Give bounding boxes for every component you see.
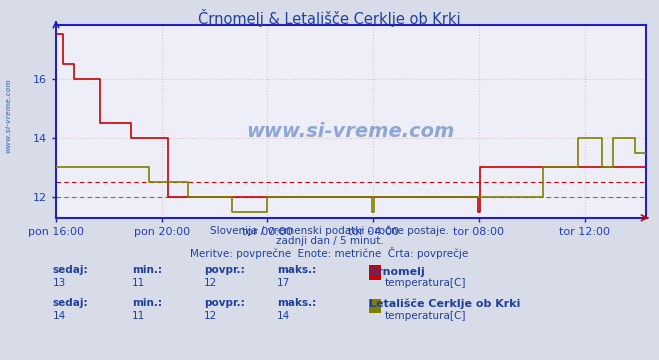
Text: temperatura[C]: temperatura[C] (385, 278, 467, 288)
Text: www.si-vreme.com: www.si-vreme.com (5, 78, 11, 153)
Text: zadnji dan / 5 minut.: zadnji dan / 5 minut. (275, 236, 384, 246)
Text: sedaj:: sedaj: (53, 298, 88, 308)
Text: sedaj:: sedaj: (53, 265, 88, 275)
Text: Črnomelj: Črnomelj (369, 265, 425, 276)
Text: 17: 17 (277, 278, 290, 288)
Text: Letališče Cerklje ob Krki: Letališče Cerklje ob Krki (369, 298, 521, 309)
Text: povpr.:: povpr.: (204, 298, 245, 308)
Text: 11: 11 (132, 278, 145, 288)
Text: min.:: min.: (132, 298, 162, 308)
Text: 12: 12 (204, 311, 217, 321)
Text: maks.:: maks.: (277, 265, 316, 275)
Text: www.si-vreme.com: www.si-vreme.com (246, 122, 455, 141)
Text: Črnomelj & Letališče Cerklje ob Krki: Črnomelj & Letališče Cerklje ob Krki (198, 9, 461, 27)
Text: 11: 11 (132, 311, 145, 321)
Text: 14: 14 (53, 311, 66, 321)
Text: temperatura[C]: temperatura[C] (385, 311, 467, 321)
Text: povpr.:: povpr.: (204, 265, 245, 275)
Text: Slovenija / vremenski podatki - ročne postaje.: Slovenija / vremenski podatki - ročne po… (210, 225, 449, 235)
Text: 13: 13 (53, 278, 66, 288)
Text: min.:: min.: (132, 265, 162, 275)
Text: Meritve: povprečne  Enote: metrične  Črta: povprečje: Meritve: povprečne Enote: metrične Črta:… (190, 247, 469, 258)
Text: 14: 14 (277, 311, 290, 321)
Text: 12: 12 (204, 278, 217, 288)
Text: maks.:: maks.: (277, 298, 316, 308)
